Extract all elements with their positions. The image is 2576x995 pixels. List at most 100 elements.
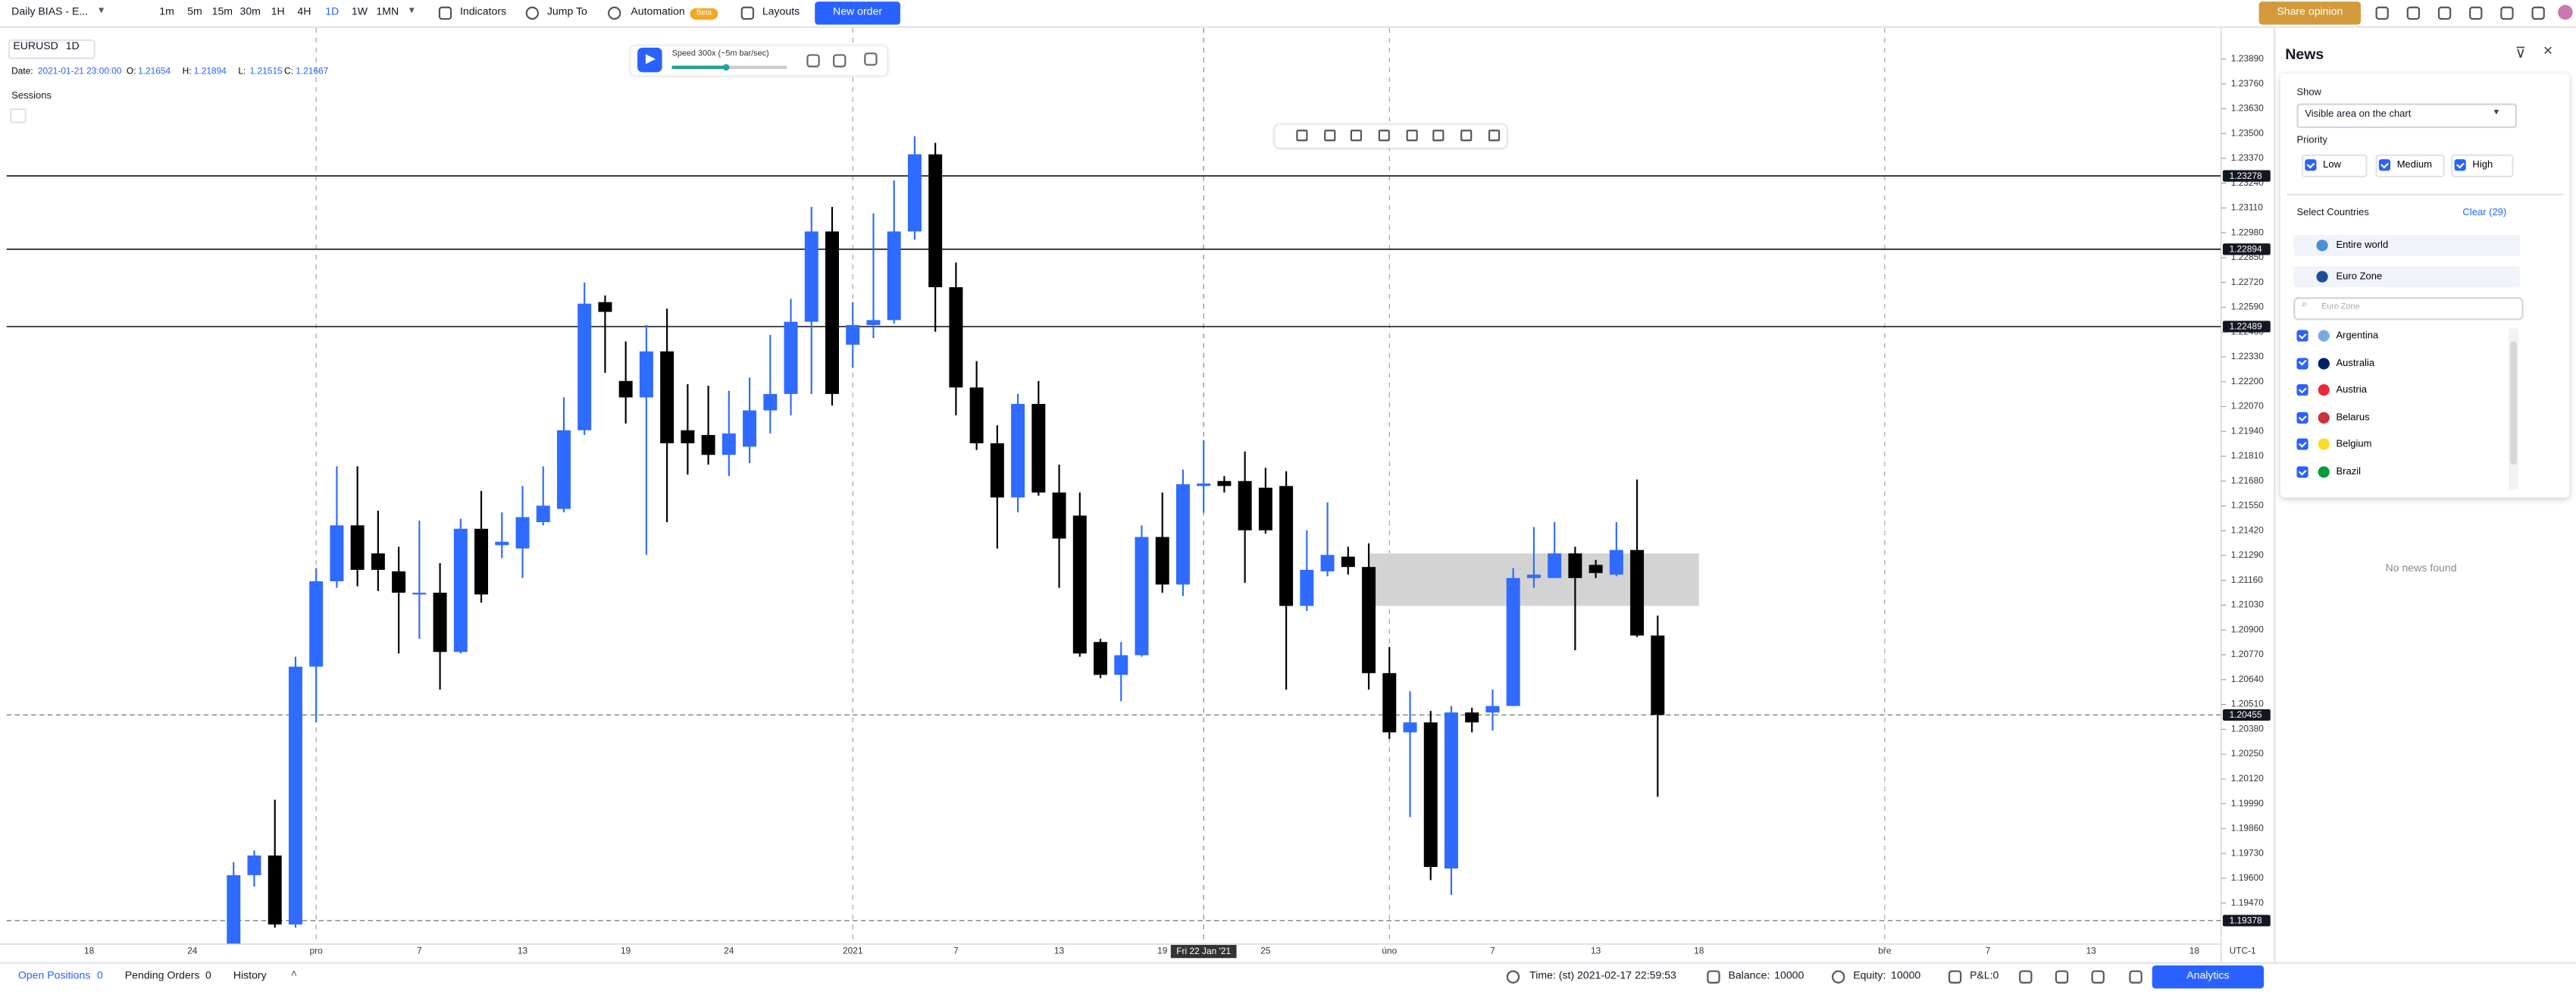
status-bar <box>0 962 2576 995</box>
x-tick-label: 19 <box>1157 946 1168 956</box>
indicators-icon <box>438 6 452 20</box>
indicators-button[interactable]: Indicators <box>459 6 507 18</box>
country[interactable]: Australia <box>2336 358 2375 369</box>
x-tick-label: 13 <box>518 946 528 956</box>
timeframe[interactable]: 30m <box>239 6 261 18</box>
candle-body <box>1031 403 1046 493</box>
region-label[interactable]: Entire world <box>2336 241 2389 252</box>
timeframe[interactable]: 4H <box>297 6 311 18</box>
toolbar-icon[interactable] <box>2437 6 2452 20</box>
toolbar-icon[interactable] <box>2406 6 2421 20</box>
share-opinion-button[interactable]: Share opinion <box>2258 2 2362 25</box>
x-tick-label: 24 <box>724 946 734 956</box>
status-icon[interactable] <box>2019 970 2033 984</box>
candle-body <box>660 351 675 443</box>
speed-handle[interactable] <box>722 63 730 70</box>
step-back[interactable] <box>806 54 820 67</box>
history-tab[interactable]: History <box>233 970 267 982</box>
symbol-box[interactable] <box>8 39 95 60</box>
crosshair-label-bg <box>1170 944 1237 959</box>
region-row[interactable] <box>2293 234 2521 257</box>
country[interactable]: Austria <box>2336 386 2368 396</box>
country[interactable]: Brazil <box>2336 468 2362 478</box>
candle-body <box>227 875 241 944</box>
checkbox[interactable] <box>2296 439 2308 451</box>
drawing-tool[interactable] <box>1488 130 1501 142</box>
equity-label: Equity: <box>1853 970 1886 982</box>
candle-body <box>743 410 757 447</box>
status-icon[interactable] <box>2055 970 2069 984</box>
x-tick-label: bře <box>1878 946 1892 956</box>
show-select[interactable] <box>2296 103 2517 129</box>
priority-option[interactable] <box>2451 154 2514 178</box>
timeframe[interactable]: 1H <box>271 6 285 18</box>
toolbar-icon[interactable] <box>2500 6 2514 20</box>
priority-option[interactable] <box>2301 154 2368 178</box>
region-label[interactable]: Euro Zone <box>2336 272 2383 283</box>
candle-body <box>515 517 530 549</box>
y-tick-label: 1.21810 <box>2231 450 2264 461</box>
checkbox[interactable] <box>2296 330 2308 342</box>
step-forward[interactable] <box>833 54 847 67</box>
search-icon: ⌕ <box>2301 300 2308 311</box>
checkbox[interactable] <box>2296 411 2308 424</box>
timeframe[interactable]: 1MN <box>376 6 399 18</box>
pnl-label: P&L: <box>1970 970 1993 982</box>
new-order-button[interactable]: New order <box>815 2 900 25</box>
region-row[interactable] <box>2293 266 2521 288</box>
timeframe[interactable]: 5m <box>187 6 202 18</box>
drawing-tool[interactable] <box>1296 130 1308 142</box>
checkbox[interactable] <box>2296 466 2308 478</box>
drawing-tool[interactable] <box>1378 130 1390 142</box>
timeframe[interactable]: 1D <box>325 6 340 18</box>
y-tick-label: 1.20120 <box>2231 773 2264 784</box>
priority-option[interactable] <box>2375 154 2445 178</box>
toolbar-icon[interactable] <box>2375 6 2389 20</box>
checkbox[interactable] <box>2296 384 2308 396</box>
checkbox[interactable] <box>2305 159 2317 171</box>
clear-button[interactable]: Clear (29) <box>2462 208 2507 219</box>
country[interactable]: Belarus <box>2336 413 2370 424</box>
y-tick-label: 1.23760 <box>2231 78 2264 89</box>
drawing-tool[interactable] <box>1460 130 1473 142</box>
drawing-tool[interactable] <box>1324 130 1336 142</box>
drawing-tool[interactable] <box>1350 130 1363 142</box>
checkbox[interactable] <box>2454 159 2466 171</box>
y-tick-label: 1.20510 <box>2231 699 2264 709</box>
interval[interactable]: 1D <box>65 41 80 53</box>
flag <box>2318 439 2330 451</box>
toolbar-icon[interactable] <box>2469 6 2483 20</box>
drawing-tool[interactable] <box>1432 130 1445 142</box>
scroll-thumb[interactable] <box>2510 341 2517 465</box>
region-icon <box>2316 271 2328 283</box>
country-search[interactable] <box>2293 297 2524 321</box>
filter-icon[interactable]: ⊽ <box>2515 44 2527 61</box>
status-icon[interactable] <box>2091 970 2105 984</box>
avatar[interactable] <box>2558 5 2573 20</box>
close-button[interactable]: × <box>2543 42 2553 61</box>
clock-icon <box>1506 970 1520 984</box>
pending-orders-tab[interactable]: Pending Orders <box>124 970 200 982</box>
timeframe[interactable]: 15m <box>211 6 233 18</box>
layout-select[interactable]: Daily BIAS - E... <box>11 6 89 18</box>
drawing-tool[interactable] <box>1406 130 1418 142</box>
candle-body <box>1444 712 1458 869</box>
replay-exit[interactable] <box>864 52 878 66</box>
country[interactable]: Argentina <box>2336 331 2379 342</box>
checkbox[interactable] <box>2378 159 2391 171</box>
timeframe[interactable]: 1W <box>351 6 368 18</box>
layouts-button[interactable]: Layouts <box>762 6 800 18</box>
checkbox[interactable] <box>2296 357 2308 369</box>
automation-button[interactable]: Automation <box>631 6 685 18</box>
jump-to-button[interactable]: Jump To <box>546 6 587 18</box>
y-tick-label: 1.21420 <box>2231 524 2264 535</box>
price-label-bg <box>2222 321 2271 333</box>
status-icon[interactable] <box>2129 970 2142 984</box>
country[interactable]: Belgium <box>2336 440 2372 451</box>
collapse-button[interactable] <box>10 108 27 124</box>
analytics-button[interactable]: Analytics <box>2152 965 2265 989</box>
timeframe[interactable]: 1m <box>159 6 174 18</box>
open-positions-tab[interactable]: Open Positions <box>17 970 91 982</box>
toolbar-icon[interactable] <box>2531 6 2545 20</box>
expand-chevron[interactable]: ˄ <box>290 968 297 981</box>
